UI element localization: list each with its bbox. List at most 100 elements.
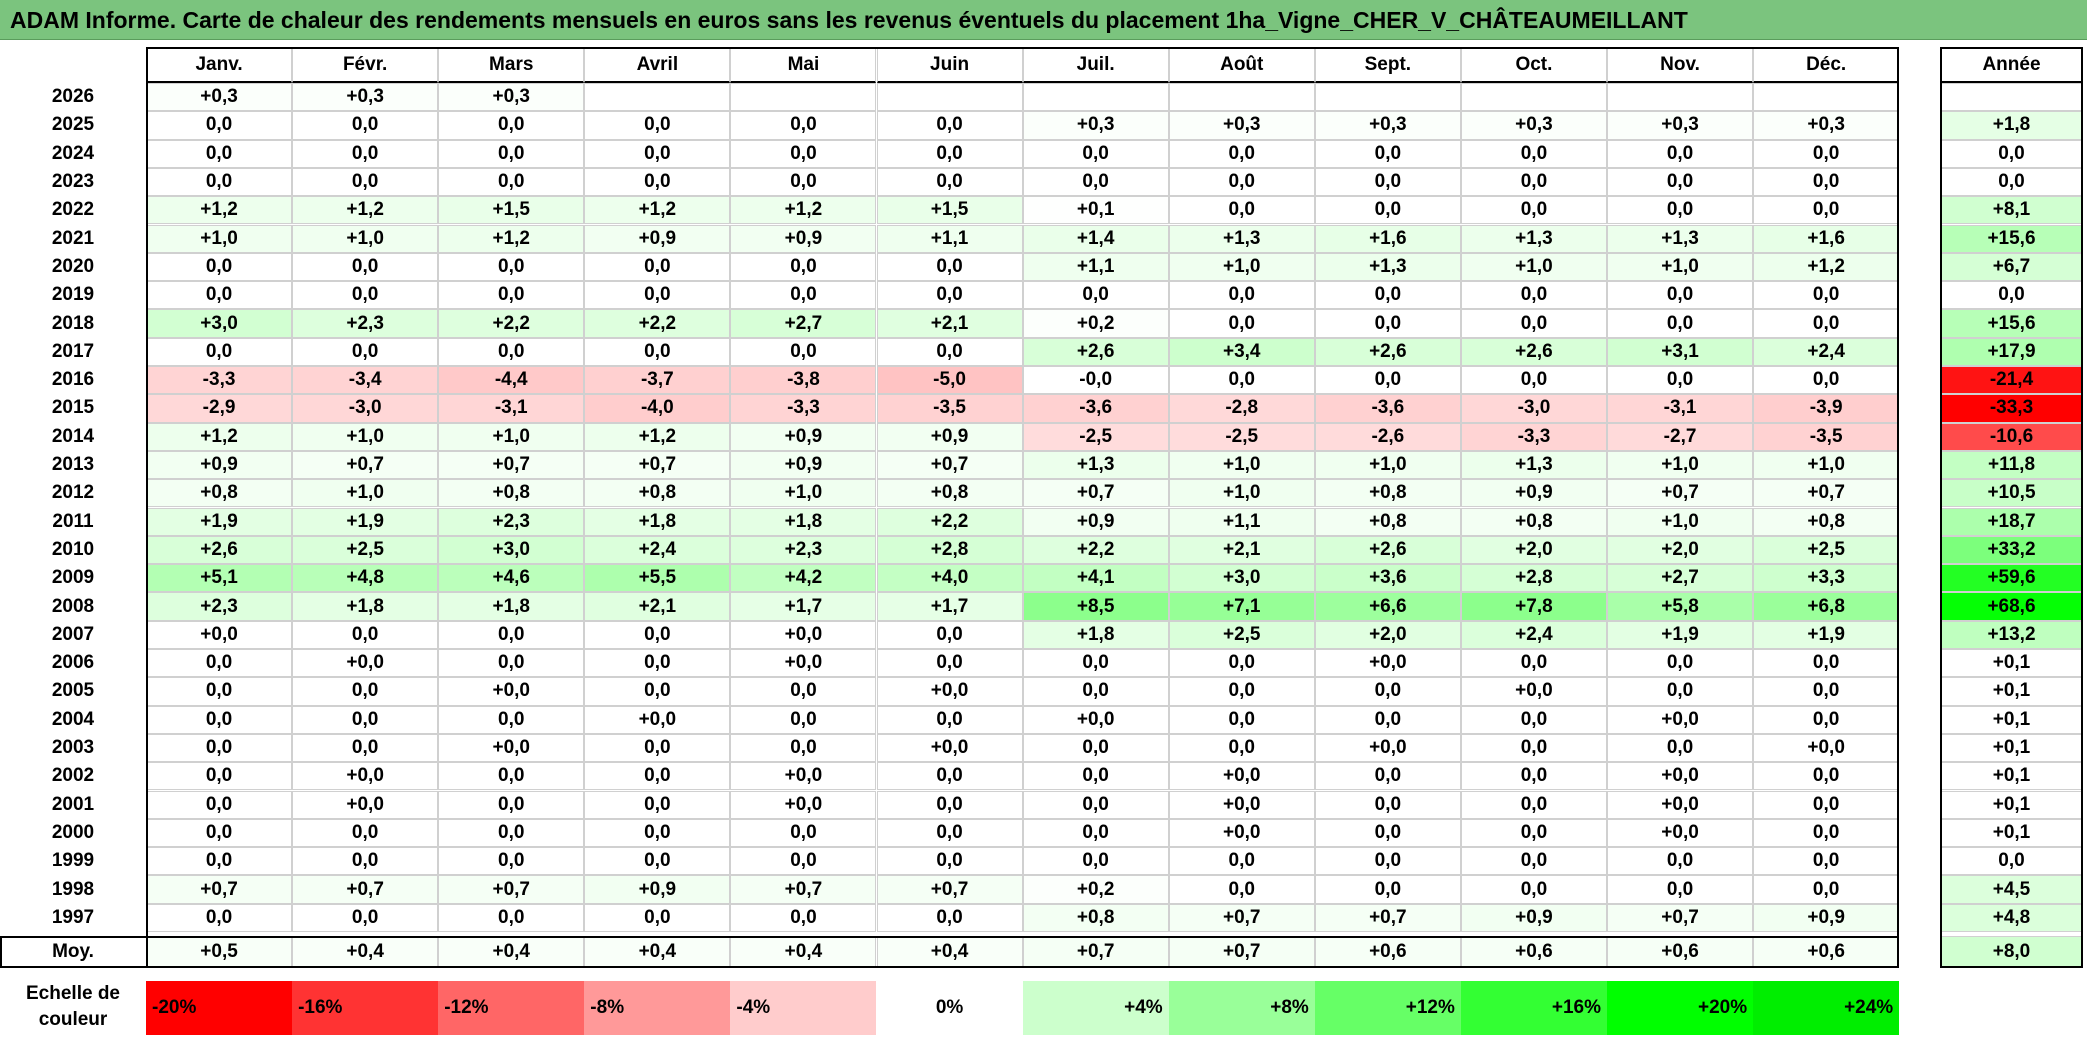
- year-label: 2000: [0, 818, 146, 848]
- heatmap-cell: +3,4: [1168, 337, 1315, 366]
- annual-cell: +0,1: [1940, 733, 2083, 763]
- heatmap-cell: 0,0: [1753, 818, 1900, 848]
- year-label: 2008: [0, 592, 146, 621]
- heatmap-cell: +0,8: [1753, 507, 1900, 536]
- color-scale-swatch: +12%: [1314, 981, 1461, 1035]
- heatmap-cell: 0,0: [146, 818, 293, 848]
- heatmap-cell: 0,0: [730, 139, 877, 168]
- heatmap-cell: 0,0: [584, 903, 731, 932]
- heatmap-cell: -3,7: [584, 366, 731, 395]
- heatmap-cell: 0,0: [876, 111, 1023, 140]
- year-label: 2005: [0, 677, 146, 706]
- heatmap-cell: +1,0: [1314, 450, 1461, 480]
- heatmap-cell: 0,0: [584, 649, 731, 678]
- heatmap-cell: +0,2: [1022, 309, 1169, 338]
- year-label: 2007: [0, 620, 146, 649]
- heatmap-cell: +1,3: [1168, 224, 1315, 253]
- heatmap-cell: 0,0: [438, 167, 585, 197]
- heatmap-cell: 0,0: [292, 620, 439, 649]
- heatmap-cell: -0,0: [1022, 366, 1169, 395]
- heatmap-cell: +1,8: [584, 507, 731, 536]
- heatmap-cell: +0,7: [876, 875, 1023, 904]
- average-cell: +0,4: [292, 936, 439, 968]
- heatmap-cell: 0,0: [1168, 309, 1315, 338]
- heatmap-cell: 0,0: [1753, 167, 1900, 197]
- annual-cell: +4,8: [1940, 903, 2083, 932]
- heatmap-cell: -2,6: [1314, 422, 1461, 451]
- annual-cell: +17,9: [1940, 337, 2083, 366]
- heatmap-cell: 0,0: [584, 281, 731, 310]
- heatmap-cell: 0,0: [438, 252, 585, 282]
- heatmap-cell: 0,0: [438, 903, 585, 932]
- heatmap-cell: +2,2: [438, 309, 585, 338]
- heatmap-cell: 0,0: [584, 762, 731, 791]
- annual-header: Année: [1940, 47, 2083, 83]
- year-label: 2023: [0, 167, 146, 197]
- heatmap-cell: 0,0: [1753, 677, 1900, 706]
- heatmap-cell: +2,8: [1460, 564, 1607, 593]
- heatmap-cell: +0,8: [1022, 903, 1169, 932]
- heatmap-cell: [1314, 83, 1461, 112]
- color-scale-swatch: +8%: [1168, 981, 1315, 1035]
- heatmap-cell: +0,7: [1753, 479, 1900, 508]
- heatmap-cell: +3,3: [1753, 564, 1900, 593]
- year-label: 2024: [0, 139, 146, 168]
- heatmap-cell: +2,6: [146, 535, 293, 565]
- heatmap-cell: 0,0: [1607, 847, 1754, 876]
- heatmap-cell: +2,8: [876, 535, 1023, 565]
- heatmap-cell: +1,2: [730, 196, 877, 225]
- heatmap-cell: +0,8: [1314, 507, 1461, 536]
- heatmap-cell: +0,0: [876, 677, 1023, 706]
- heatmap-cell: 0,0: [584, 818, 731, 848]
- heatmap-cell: 0,0: [1460, 139, 1607, 168]
- heatmap-cell: 0,0: [1607, 875, 1754, 904]
- heatmap-cell: 0,0: [438, 649, 585, 678]
- heatmap-cell: 0,0: [438, 620, 585, 649]
- heatmap-cell: +0,7: [1314, 903, 1461, 932]
- annual-cell: 0,0: [1940, 139, 2083, 168]
- heatmap-cell: -4,0: [584, 394, 731, 423]
- heatmap-cell: +1,0: [292, 422, 439, 451]
- annual-cell: +6,7: [1940, 252, 2083, 282]
- heatmap-cell: +0,7: [146, 875, 293, 904]
- heatmap-cell: +2,5: [1753, 535, 1900, 565]
- page-title: ADAM Informe. Carte de chaleur des rende…: [0, 0, 2087, 40]
- heatmap-cell: 0,0: [876, 903, 1023, 932]
- heatmap-cell: 0,0: [1314, 139, 1461, 168]
- color-scale-swatch: -12%: [438, 981, 585, 1035]
- average-cell: +0,4: [584, 936, 731, 968]
- heatmap-cell: 0,0: [876, 847, 1023, 876]
- heatmap-cell: 0,0: [292, 733, 439, 763]
- heatmap-cell: 0,0: [1460, 649, 1607, 678]
- heatmap-cell: 0,0: [1168, 847, 1315, 876]
- heatmap-cell: +0,9: [730, 450, 877, 480]
- heatmap-cell: [876, 83, 1023, 112]
- heatmap-cell: 0,0: [1168, 281, 1315, 310]
- heatmap-cell: +1,9: [1607, 620, 1754, 649]
- heatmap-cell: +1,2: [292, 196, 439, 225]
- heatmap-cell: +1,0: [1460, 252, 1607, 282]
- heatmap-cell: 0,0: [730, 705, 877, 734]
- heatmap-cell: +3,0: [438, 535, 585, 565]
- heatmap-cell: +3,1: [1607, 337, 1754, 366]
- heatmap-cell: +0,3: [438, 83, 585, 112]
- heatmap-cell: +0,9: [1022, 507, 1169, 536]
- heatmap-cell: +0,9: [1460, 479, 1607, 508]
- heatmap-cell: 0,0: [1314, 847, 1461, 876]
- heatmap-cell: +0,3: [146, 83, 293, 112]
- heatmap-cell: 0,0: [438, 337, 585, 366]
- heatmap-cell: +4,1: [1022, 564, 1169, 593]
- heatmap-cell: +0,0: [1314, 733, 1461, 763]
- heatmap-cell: -3,1: [1607, 394, 1754, 423]
- heatmap-cell: 0,0: [730, 847, 877, 876]
- average-annual-cell: +8,0: [1940, 936, 2083, 968]
- heatmap-cell: 0,0: [876, 649, 1023, 678]
- month-header: Sept.: [1314, 47, 1461, 83]
- heatmap-cell: +2,5: [292, 535, 439, 565]
- heatmap-cell: +1,2: [1753, 252, 1900, 282]
- average-cell: +0,4: [730, 936, 877, 968]
- heatmap-cell: +2,0: [1314, 620, 1461, 649]
- heatmap-cell: +0,0: [876, 733, 1023, 763]
- heatmap-cell: 0,0: [438, 139, 585, 168]
- heatmap-cell: +0,9: [730, 422, 877, 451]
